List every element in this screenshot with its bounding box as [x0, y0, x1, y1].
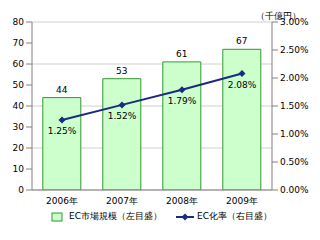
- svg-text:20: 20: [13, 143, 25, 153]
- svg-text:60: 60: [13, 59, 25, 69]
- svg-text:3.00%: 3.00%: [280, 17, 309, 27]
- svg-text:2.08%: 2.08%: [228, 80, 257, 90]
- svg-text:1.25%: 1.25%: [48, 126, 77, 136]
- svg-text:0.00%: 0.00%: [280, 185, 309, 195]
- svg-text:0: 0: [18, 185, 24, 195]
- svg-text:80: 80: [13, 17, 25, 27]
- svg-text:1.00%: 1.00%: [280, 129, 309, 139]
- svg-text:40: 40: [13, 101, 25, 111]
- svg-text:2006年: 2006年: [46, 196, 78, 206]
- html-text:EC化率（右目盛）: EC化率（右目盛）: [197, 211, 272, 221]
- svg-text:0.50%: 0.50%: [280, 157, 309, 167]
- svg-text:2.00%: 2.00%: [280, 73, 309, 83]
- svg-text:2007年: 2007年: [106, 196, 138, 206]
- svg-text:2008年: 2008年: [166, 196, 198, 206]
- svg-text:67: 67: [236, 36, 247, 46]
- svg-text:10: 10: [13, 164, 25, 174]
- svg-text:44: 44: [56, 85, 68, 95]
- svg-text:53: 53: [116, 66, 127, 76]
- svg-text:61: 61: [176, 49, 187, 59]
- svg-text:30: 30: [13, 122, 25, 132]
- svg-text:70: 70: [13, 38, 25, 48]
- svg-text:2.50%: 2.50%: [280, 45, 309, 55]
- svg-text:1.52%: 1.52%: [108, 111, 137, 121]
- svg-text:2009年: 2009年: [226, 196, 258, 206]
- html-text:（千億円）: （千億円）: [256, 11, 301, 21]
- html-text:EC市場規模（左目盛）: EC市場規模（左目盛）: [69, 211, 162, 221]
- svg-text:50: 50: [13, 80, 25, 90]
- svg-text:1.79%: 1.79%: [168, 96, 197, 106]
- svg-text:1.50%: 1.50%: [280, 101, 309, 111]
